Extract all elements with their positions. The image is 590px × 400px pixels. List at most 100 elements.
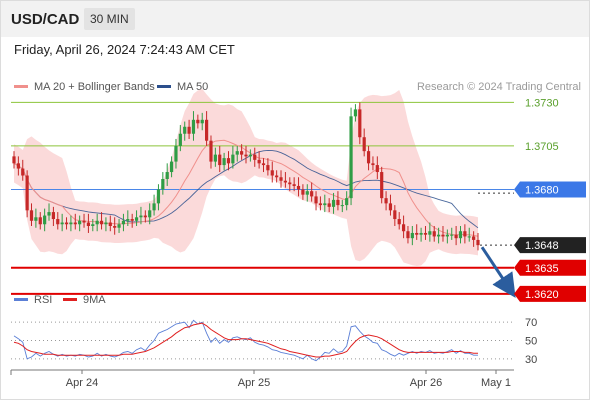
candle-body: [301, 189, 305, 195]
candle-body: [472, 236, 476, 240]
candle-body: [99, 220, 104, 225]
candle-body: [117, 224, 121, 228]
level-labels: 1.3730 1.3705 1.3680 1.3648 1.3635 1.3620: [514, 97, 586, 302]
candle-body: [401, 224, 406, 232]
candle-body: [450, 234, 454, 236]
candle-body: [270, 170, 274, 176]
candle-body: [419, 232, 423, 235]
candle-body: [152, 203, 156, 211]
candle-body: [349, 116, 353, 199]
forecast-arrow-line: [480, 246, 516, 298]
candle-body: [73, 222, 77, 225]
candle-body: [441, 234, 445, 237]
candle-body: [205, 119, 209, 141]
candle-body: [165, 172, 169, 179]
candle-body: [375, 165, 379, 173]
legend-rsi-ma-swatch: [63, 297, 77, 301]
candles: [12, 102, 480, 251]
x-tick-label: Apr 24: [66, 377, 98, 389]
candle-body: [244, 154, 248, 157]
timestamp: Friday, April 26, 2024 7:24:43 AM CET: [14, 42, 235, 57]
candle-body: [178, 133, 182, 146]
x-tick-label: May 1: [481, 377, 511, 389]
candle-body: [78, 220, 82, 225]
candle-body: [454, 234, 458, 239]
candle-body: [156, 189, 161, 204]
candle-body: [467, 236, 471, 238]
level-label-1.3705: 1.3705: [525, 141, 559, 153]
rsi-ma-line: [13, 322, 478, 358]
level-label-1.3680: 1.3680: [525, 184, 559, 196]
rsi-panel: 30 50 70: [11, 317, 537, 366]
candle-body: [143, 215, 147, 218]
candle-body: [16, 163, 20, 169]
candle-body: [126, 219, 130, 221]
candle-body: [366, 151, 371, 164]
symbol-title: USD/CAD: [11, 11, 80, 28]
candle-body: [345, 198, 349, 206]
candle-body: [283, 180, 287, 183]
interval-badge[interactable]: 30 MIN: [84, 8, 135, 30]
candle-body: [428, 231, 432, 235]
candle-body: [327, 203, 331, 207]
candle-body: [380, 172, 384, 199]
research-credit: Research © 2024 Trading Central: [416, 81, 581, 93]
candle-body: [34, 217, 38, 221]
level-label-1.3730: 1.3730: [525, 97, 559, 109]
candle-body: [139, 215, 143, 218]
legend-rsi-label: RSI: [34, 294, 53, 306]
candle-body: [318, 203, 323, 206]
candle-body: [69, 222, 73, 225]
level-tag-1.3635: [514, 259, 586, 276]
candle-body: [174, 145, 178, 162]
candle-body: [415, 232, 419, 235]
candle-body: [43, 215, 47, 225]
candle-body: [240, 151, 244, 155]
candle-body: [91, 224, 95, 226]
candle-body: [248, 154, 252, 157]
legend-ma20-label: MA 20 + Bollinger Bands: [34, 81, 155, 93]
candle-body: [279, 177, 283, 181]
candle-body: [38, 217, 42, 225]
candle-body: [226, 158, 231, 164]
x-tick-label: Apr 26: [410, 377, 442, 389]
candle-body: [86, 222, 91, 226]
candle-body: [458, 231, 463, 239]
candle-body: [476, 239, 480, 246]
candle-body: [56, 219, 60, 225]
candle-body: [200, 119, 204, 124]
candle-body: [358, 109, 362, 138]
candle-body: [296, 185, 301, 190]
candle-body: [213, 154, 217, 162]
candle-body: [21, 168, 25, 176]
legend-rsi-ma: 9MA: [63, 294, 106, 306]
candle-body: [113, 226, 117, 228]
candle-body: [266, 165, 270, 171]
candle-body: [340, 205, 344, 207]
candle-body: [235, 151, 239, 155]
candle-body: [305, 191, 309, 195]
candle-body: [196, 119, 200, 124]
candle-body: [331, 199, 336, 207]
candle-body: [275, 175, 279, 178]
candle-body: [148, 210, 152, 218]
candle-body: [423, 232, 428, 235]
rsi-tick-50: 50: [525, 336, 537, 348]
candle-body: [25, 175, 29, 211]
candle-body: [161, 179, 165, 190]
level-label-1.3648: 1.3648: [525, 240, 559, 252]
candle-body: [362, 137, 366, 152]
candle-body: [209, 140, 213, 162]
candle-body: [371, 163, 375, 166]
candle-body: [288, 182, 292, 185]
candle-body: [314, 196, 318, 204]
candle-body: [191, 119, 196, 134]
candle-body: [64, 222, 69, 225]
candle-body: [393, 210, 397, 220]
candle-body: [323, 203, 327, 206]
price-levels: [11, 101, 514, 295]
level-tag-1.3680: [514, 181, 586, 198]
candle-body: [187, 126, 191, 134]
candle-body: [410, 232, 414, 239]
